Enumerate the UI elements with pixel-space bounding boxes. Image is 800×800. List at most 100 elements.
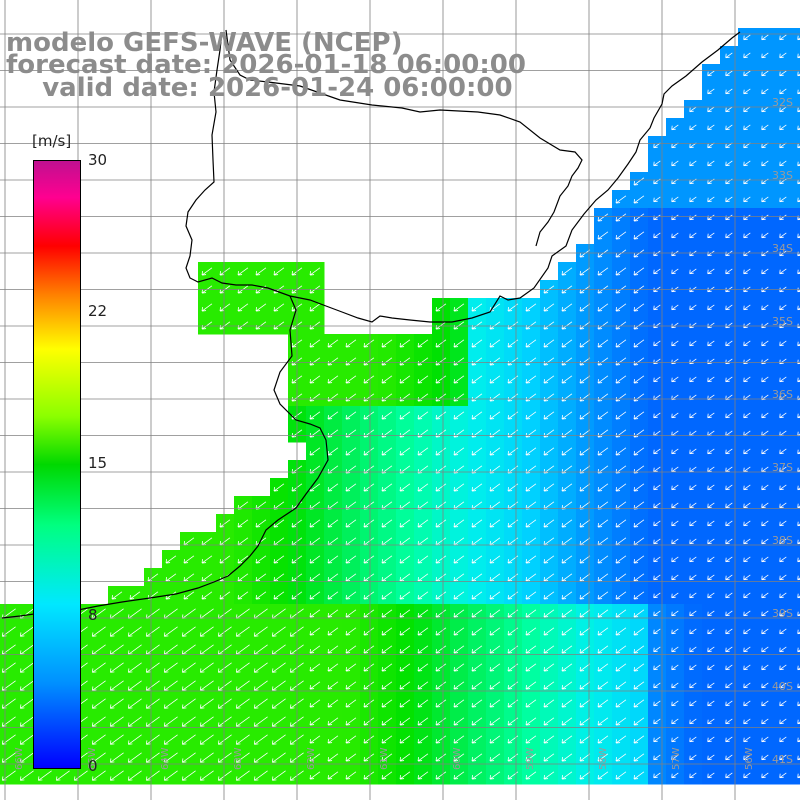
wind-cell bbox=[792, 478, 800, 497]
wind-arrow bbox=[543, 483, 555, 492]
wind-arrow bbox=[725, 52, 733, 59]
wind-arrow bbox=[327, 735, 339, 744]
wind-arrow bbox=[743, 592, 751, 599]
longitude-label: 64W bbox=[160, 747, 171, 770]
wind-arrow bbox=[236, 770, 250, 781]
wind-arrow bbox=[471, 447, 483, 456]
wind-arrow bbox=[435, 609, 447, 618]
wind-arrow bbox=[561, 645, 573, 654]
wind-arrow bbox=[254, 770, 268, 781]
wind-arrow bbox=[671, 538, 679, 545]
wind-arrow bbox=[707, 124, 715, 131]
wind-arrow bbox=[689, 718, 697, 725]
wind-arrow bbox=[254, 626, 268, 637]
wind-arrow bbox=[597, 681, 609, 690]
wind-arrow bbox=[743, 502, 751, 509]
wind-arrow bbox=[707, 196, 715, 203]
wind-arrow bbox=[761, 754, 769, 761]
wind-arrow bbox=[345, 411, 357, 420]
wind-arrow bbox=[381, 753, 393, 762]
wind-arrow bbox=[399, 627, 411, 636]
wind-arrow bbox=[633, 447, 645, 456]
wind-arrow bbox=[761, 88, 769, 95]
wind-arrow bbox=[543, 771, 555, 780]
wind-arrow bbox=[525, 717, 537, 726]
wind-arrow bbox=[743, 628, 751, 635]
latitude-label: 34S bbox=[772, 242, 793, 255]
wind-cell bbox=[792, 730, 800, 749]
wind-arrow bbox=[707, 376, 715, 383]
wind-arrow bbox=[779, 340, 787, 347]
wind-arrow bbox=[417, 357, 429, 366]
wind-arrow bbox=[543, 663, 555, 672]
wind-arrow bbox=[200, 770, 214, 781]
wind-arrow bbox=[561, 663, 573, 672]
wind-arrow bbox=[399, 447, 411, 456]
wind-arrow bbox=[543, 555, 555, 564]
wind-arrow bbox=[743, 160, 751, 167]
wind-arrow bbox=[363, 411, 375, 420]
wind-arrow bbox=[110, 662, 124, 673]
wind-arrow bbox=[707, 736, 715, 743]
wind-cell bbox=[792, 370, 800, 389]
wind-arrow bbox=[92, 734, 106, 745]
wind-arrow bbox=[489, 609, 501, 618]
wind-arrow bbox=[597, 591, 609, 600]
longitude-label: 59W bbox=[525, 747, 536, 770]
wind-arrow bbox=[597, 303, 609, 312]
wind-arrow bbox=[743, 412, 751, 419]
wind-arrow bbox=[345, 735, 357, 744]
wind-arrow bbox=[363, 375, 375, 384]
wind-arrow bbox=[345, 663, 357, 672]
wind-arrow bbox=[525, 573, 537, 582]
wind-arrow bbox=[363, 555, 375, 564]
wind-arrow bbox=[615, 645, 627, 654]
wind-arrow bbox=[146, 680, 160, 691]
wind-arrow bbox=[327, 753, 339, 762]
wind-arrow bbox=[146, 662, 160, 673]
wind-arrow bbox=[689, 664, 697, 671]
wind-arrow bbox=[363, 717, 375, 726]
wind-arrow bbox=[633, 375, 645, 384]
wind-arrow bbox=[671, 754, 679, 761]
wind-arrow bbox=[363, 627, 375, 636]
wind-arrow bbox=[779, 448, 787, 455]
wind-arrow bbox=[743, 610, 751, 617]
wind-arrow bbox=[671, 160, 679, 167]
wind-arrow bbox=[615, 699, 627, 708]
wind-arrow bbox=[671, 412, 679, 419]
wind-arrow bbox=[633, 231, 645, 240]
wind-arrow bbox=[327, 771, 339, 780]
wind-arrow bbox=[725, 556, 733, 563]
wind-arrow bbox=[345, 339, 357, 348]
wind-arrow bbox=[435, 519, 447, 528]
wind-arrow bbox=[237, 573, 249, 582]
wind-arrow bbox=[561, 609, 573, 618]
wind-arrow bbox=[633, 339, 645, 348]
wind-arrow bbox=[779, 268, 787, 275]
wind-arrow bbox=[707, 556, 715, 563]
wind-arrow bbox=[725, 520, 733, 527]
wind-arrow bbox=[272, 770, 286, 781]
wind-arrow bbox=[525, 375, 537, 384]
wind-arrow bbox=[579, 519, 591, 528]
wind-arrow bbox=[218, 752, 232, 763]
wind-arrow bbox=[146, 626, 160, 637]
wind-arrow bbox=[653, 160, 661, 167]
wind-arrow bbox=[309, 699, 321, 708]
wind-cell bbox=[792, 298, 800, 317]
wind-arrow bbox=[255, 303, 267, 312]
wind-arrow bbox=[110, 698, 124, 709]
wind-cell bbox=[792, 208, 800, 227]
wind-arrow bbox=[543, 735, 555, 744]
wind-arrow bbox=[671, 574, 679, 581]
wind-arrow bbox=[633, 267, 645, 276]
wind-arrow bbox=[435, 375, 447, 384]
wind-arrow bbox=[254, 680, 268, 691]
wind-arrow bbox=[92, 752, 106, 763]
wind-cell bbox=[792, 154, 800, 173]
wind-arrow bbox=[453, 357, 465, 366]
wind-arrow bbox=[237, 591, 249, 600]
wind-arrow bbox=[543, 339, 555, 348]
wind-arrow bbox=[579, 573, 591, 582]
